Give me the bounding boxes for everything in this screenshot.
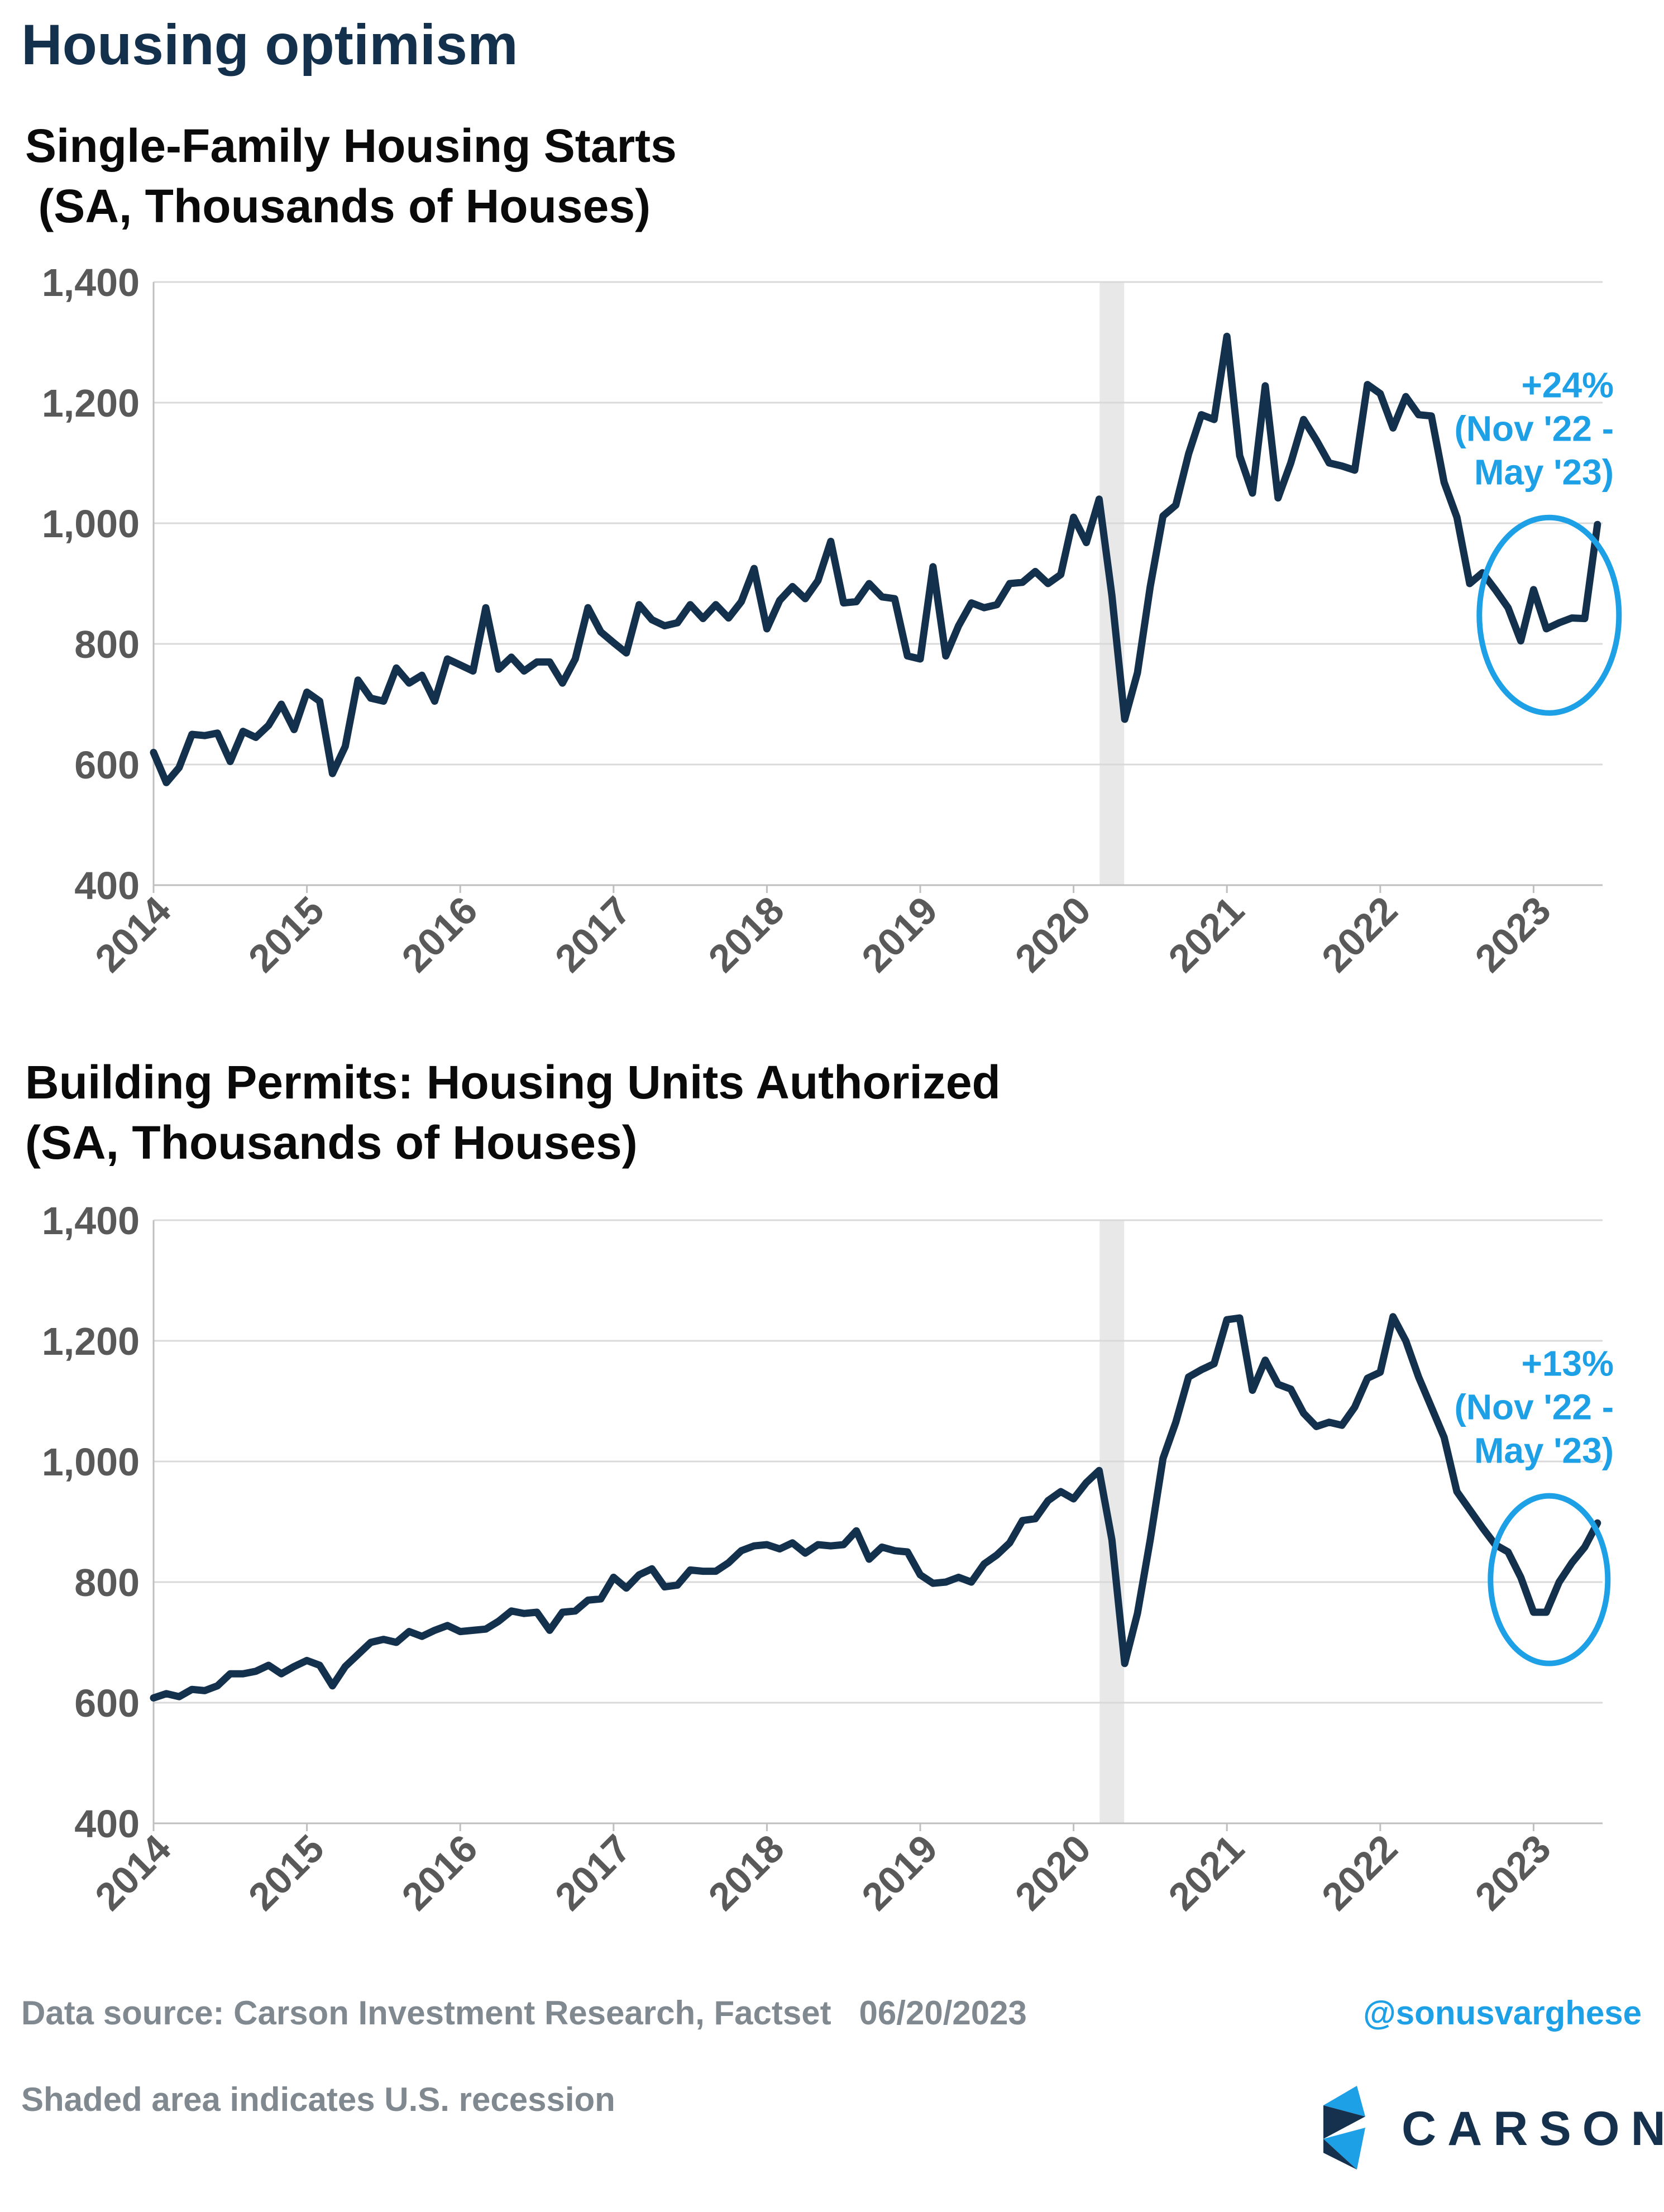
x-tick-label: 2017 — [547, 1826, 639, 1918]
y-tick-label: 1,400 — [42, 261, 140, 304]
y-tick-label: 400 — [74, 1802, 140, 1846]
series-line — [150, 332, 1601, 786]
y-tick-label: 800 — [74, 1561, 140, 1604]
annotation-label: +13% — [1522, 1344, 1614, 1384]
chart-title-building-permits: Building Permits: Housing Units Authoriz… — [25, 1053, 1001, 1173]
x-tick-label: 2021 — [1160, 1826, 1252, 1918]
chart-title-line-2: (SA, Thousands of Houses) — [25, 179, 651, 232]
carson-logo-text: CARSON — [1402, 2102, 1664, 2156]
carson-logo: CARSON — [1318, 2086, 1664, 2170]
x-tick-label: 2020 — [1007, 888, 1099, 980]
x-tick-label: 2015 — [240, 888, 332, 980]
x-tick-label: 2015 — [240, 1826, 332, 1918]
chart-title-housing-starts: Single-Family Housing Starts (SA, Thousa… — [25, 116, 677, 236]
series-line — [150, 1313, 1601, 1702]
page-title: Housing optimism — [21, 13, 518, 77]
x-tick-label: 2017 — [547, 888, 639, 980]
x-tick-label: 2021 — [1160, 888, 1252, 980]
annotation-ellipse — [1476, 514, 1622, 716]
x-tick-label: 2019 — [853, 1826, 945, 1918]
y-tick-label: 400 — [74, 864, 140, 907]
annotation-label: May '23) — [1474, 1431, 1614, 1471]
x-tick-label: 2023 — [1467, 1826, 1559, 1918]
footer-note: Shaded area indicates U.S. recession — [21, 2081, 615, 2118]
chart-title-line-1: Building Permits: Housing Units Authoriz… — [25, 1056, 1001, 1109]
footer-handle[interactable]: @sonusvarghese — [1363, 1994, 1642, 2032]
x-tick-label: 2019 — [853, 888, 945, 980]
x-tick-label: 2020 — [1007, 1826, 1099, 1918]
y-tick-label: 1,000 — [42, 502, 140, 546]
annotation-ellipse — [1488, 1493, 1611, 1666]
annotation-label: (Nov '22 - — [1455, 409, 1614, 449]
y-tick-label: 600 — [74, 743, 140, 787]
x-tick-label: 2018 — [700, 1826, 792, 1918]
annotation-label: May '23) — [1474, 452, 1614, 493]
x-tick-label: 2022 — [1313, 888, 1405, 980]
x-tick-label: 2023 — [1467, 888, 1559, 980]
x-tick-label: 2016 — [394, 888, 486, 980]
chart-title-line-2: (SA, Thousands of Houses) — [25, 1116, 638, 1169]
y-tick-label: 600 — [74, 1681, 140, 1725]
x-tick-label: 2022 — [1313, 1826, 1405, 1918]
annotation-label: +24% — [1522, 365, 1614, 405]
annotation-label: (Nov '22 - — [1455, 1387, 1614, 1427]
carson-logo-mark-icon — [1323, 2086, 1365, 2170]
chart-title-line-1: Single-Family Housing Starts — [25, 120, 677, 172]
y-tick-label: 1,200 — [42, 1320, 140, 1363]
footer-source: Data source: Carson Investment Research,… — [21, 1994, 1027, 2032]
y-tick-label: 1,000 — [42, 1440, 140, 1484]
y-tick-label: 1,200 — [42, 381, 140, 425]
x-tick-label: 2016 — [394, 1826, 486, 1918]
y-tick-label: 1,400 — [42, 1199, 140, 1243]
y-tick-label: 800 — [74, 623, 140, 666]
x-tick-label: 2018 — [700, 888, 792, 980]
